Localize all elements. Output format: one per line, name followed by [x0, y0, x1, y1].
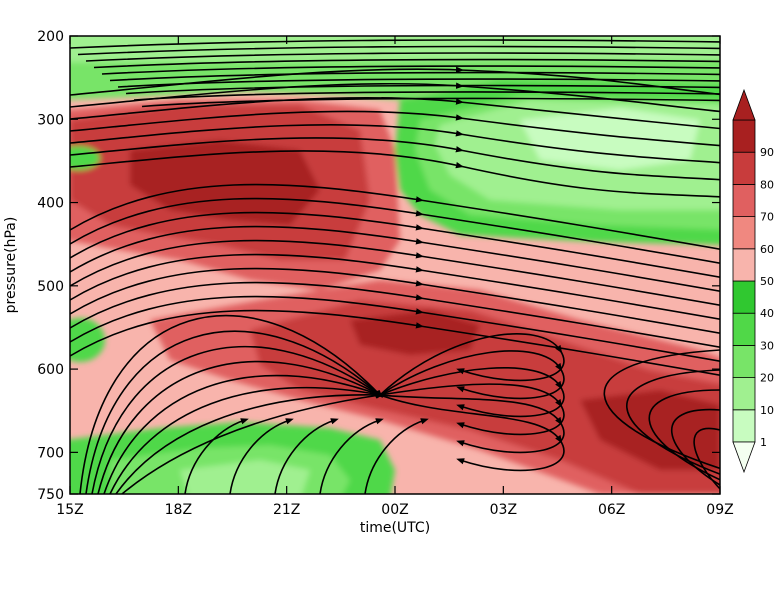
- x-tick-label: 18Z: [165, 502, 192, 518]
- red-band-upper-darkest: [130, 140, 320, 225]
- streamline: [364, 418, 429, 494]
- colorbar-segment: [732, 248, 756, 282]
- green-region-bottom-left-light: [180, 460, 310, 494]
- colorbar-label: 80: [760, 178, 774, 191]
- y-tick-label: 700: [37, 445, 64, 461]
- red-swath-core-2: [580, 390, 720, 470]
- green-blob-left-upper: [70, 146, 100, 170]
- colorbar-segment: [732, 183, 756, 217]
- colorbar-label: 30: [760, 339, 774, 352]
- streamline: [626, 369, 720, 475]
- streamline: [79, 315, 383, 494]
- colorbar-extend-top: [732, 88, 756, 121]
- streamline: [103, 374, 384, 494]
- x-axis: 15Z 18Z 21Z 00Z 03Z 06Z 09Z: [56, 36, 734, 518]
- colorbar-segment: [732, 280, 756, 314]
- y-axis-title: pressure(hPa): [3, 217, 19, 314]
- streamline: [115, 391, 384, 494]
- colorbar-label: 10: [760, 404, 774, 417]
- colorbar-segment: [732, 344, 756, 378]
- streamline: [319, 418, 384, 494]
- colorbar-segment: [732, 151, 756, 185]
- streamline: [85, 330, 384, 494]
- streamlines: [70, 39, 720, 494]
- y-tick-label: 600: [37, 362, 64, 378]
- colorbar-segment: [732, 216, 756, 250]
- colorbar-label: 20: [760, 372, 774, 385]
- streamline: [274, 418, 339, 494]
- x-tick-label: 00Z: [381, 502, 408, 518]
- y-tick-label: 500: [37, 279, 64, 295]
- colorbar-segment: [732, 377, 756, 411]
- streamline: [70, 309, 720, 379]
- x-tick-label: 21Z: [273, 502, 300, 518]
- colorbar-label: 1: [760, 436, 767, 449]
- streamline: [70, 150, 720, 201]
- green-blob-left-middle: [70, 318, 105, 362]
- streamline: [671, 408, 720, 491]
- colorbar-segment: [732, 312, 756, 346]
- x-tick-label: 03Z: [490, 502, 517, 518]
- colorbar-segment: [732, 409, 756, 443]
- streamline: [70, 39, 720, 49]
- y-tick-label: 200: [37, 29, 64, 45]
- colorbar-label: 50: [760, 275, 774, 288]
- streamline: [121, 392, 384, 494]
- colorbar-label: 40: [760, 307, 774, 320]
- streamline: [109, 386, 384, 494]
- x-tick-label: 15Z: [56, 502, 83, 518]
- x-tick-label: 09Z: [706, 502, 733, 518]
- x-axis-title: time(UTC): [360, 520, 430, 536]
- streamline: [379, 394, 565, 472]
- colorbar-label: 90: [760, 146, 774, 159]
- streamline: [93, 58, 720, 69]
- streamline: [603, 349, 720, 470]
- y-axis: 200 300 400 500 600 700 750: [37, 29, 720, 503]
- streamline: [229, 418, 294, 494]
- streamline: [693, 427, 720, 494]
- x-tick-label: 06Z: [598, 502, 625, 518]
- y-tick-label: 400: [37, 196, 64, 212]
- streamline: [85, 52, 720, 62]
- streamline: [97, 360, 384, 494]
- y-tick-label: 300: [37, 112, 64, 128]
- colorbar-label: 60: [760, 243, 774, 256]
- streamline: [184, 418, 249, 494]
- y-tick-label: 750: [37, 487, 64, 503]
- colorbar-extend-bottom: [732, 441, 756, 474]
- colorbar-segment: [732, 119, 756, 153]
- colorbar-label: 70: [760, 211, 774, 224]
- streamline: [77, 45, 720, 56]
- contour-field: [70, 36, 720, 494]
- colorbar: 1 10 20 30 40 50 60 70 80 90: [732, 88, 774, 474]
- streamline: [91, 345, 384, 494]
